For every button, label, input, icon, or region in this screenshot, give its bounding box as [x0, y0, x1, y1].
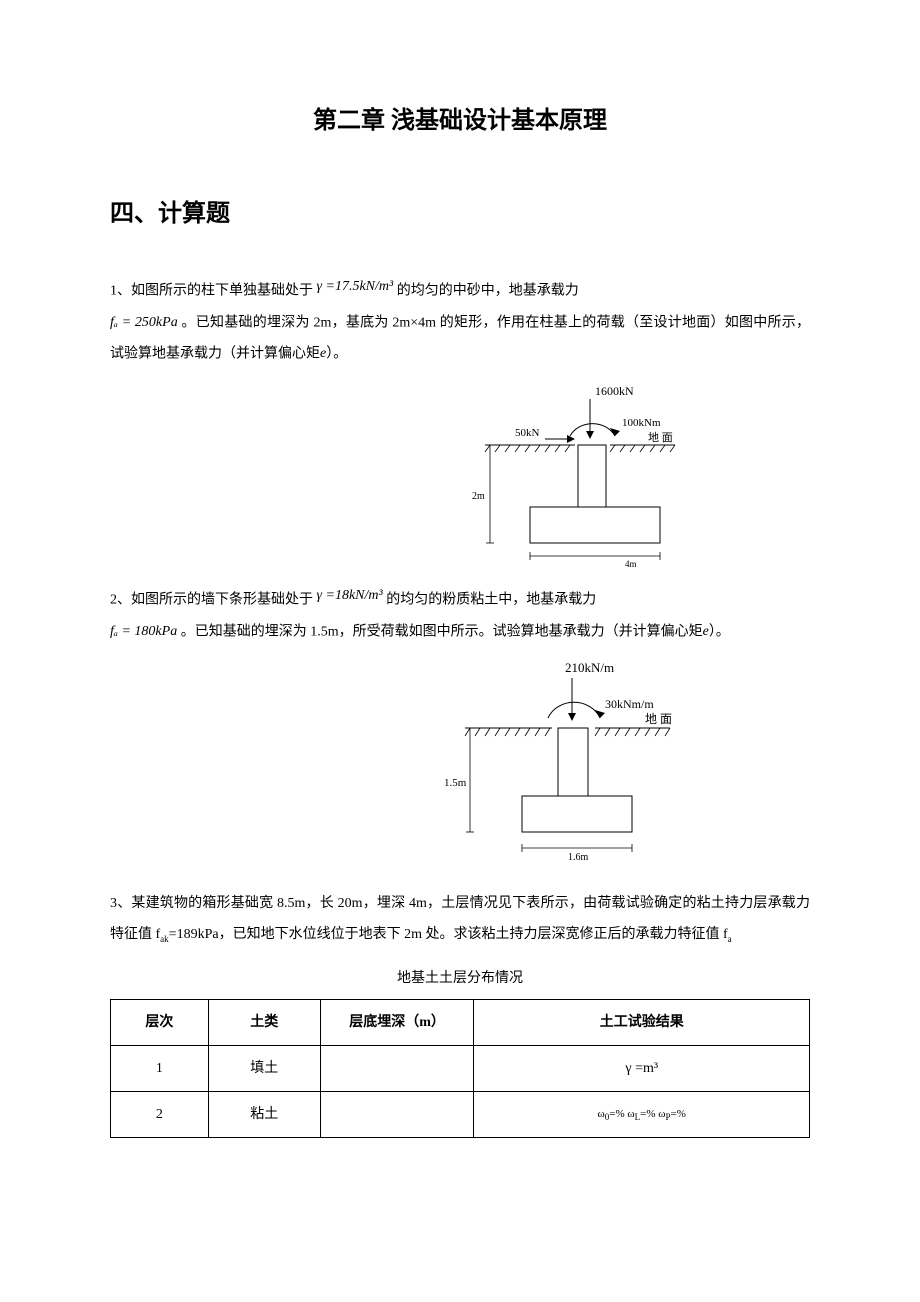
d1-moment-label: 100kNm [622, 417, 661, 429]
p1-gamma: γ =17.5kN/m³ [317, 279, 394, 294]
p3-sub2: a [728, 934, 732, 944]
diagram-1: 1600kN 100kNm 50kN 地 面 2m 4m [110, 381, 810, 582]
th-result: 土工试验结果 [474, 999, 810, 1045]
d1-width-label: 4m [625, 559, 637, 569]
chapter-title: 第二章 浅基础设计基本原理 [110, 100, 810, 143]
p2-suffix: ）。 [709, 624, 730, 639]
table-row: 2 粘土 ω0=% ωL=% ωP=% [111, 1092, 810, 1138]
d1-load-v-label: 1600kN [595, 384, 634, 398]
d2-moment-label: 30kNm/m [605, 697, 654, 711]
d2-depth-label: 1.5m [444, 777, 467, 789]
section-title: 四、计算题 [110, 193, 810, 236]
cell-depth [320, 1092, 474, 1138]
problem-3: 3、某建筑物的箱形基础宽 8.5m，长 20m，埋深 4m，土层情况见下表所示，… [110, 889, 810, 951]
soil-table: 层次 土类 层底埋深（m） 土工试验结果 1 填土 γ =m³ 2 粘土 ω0=… [110, 999, 810, 1139]
table-header-row: 层次 土类 层底埋深（m） 土工试验结果 [111, 999, 810, 1045]
d2-ground-label: 地 面 [645, 712, 672, 726]
p1-mid1: 的均匀的中砂中，地基承载力 [397, 284, 579, 299]
cell-soil: 填土 [208, 1046, 320, 1092]
p2-prefix: 2、如图所示的墙下条形基础处于 [110, 593, 313, 608]
diagram-2: 210kN/m 30kNm/m 地 面 1.5m 1.6m [110, 658, 810, 879]
cell-soil: 粘土 [208, 1092, 320, 1138]
d1-ground-label: 地 面 [648, 431, 673, 444]
p1-suffix: ）。 [326, 347, 347, 362]
problem-1: 1、如图所示的柱下单独基础处于 γ =17.5kN/m³ 的均匀的中砂中，地基承… [110, 276, 810, 370]
d2-width-label: 1.6m [568, 852, 589, 863]
cell-result: ω0=% ωL=% ωP=% [474, 1092, 810, 1138]
cell-depth [320, 1046, 474, 1092]
p2-mid2: 。已知基础的埋深为 1.5m，所受荷载如图中所示。试验算地基承载力（并计算偏心矩 [181, 624, 703, 639]
p1-prefix: 1、如图所示的柱下单独基础处于 [110, 284, 313, 299]
th-layer: 层次 [111, 999, 209, 1045]
problem-2: 2、如图所示的墙下条形基础处于 γ =18kN/m³ 的均匀的粉质粘土中，地基承… [110, 585, 810, 648]
cell-num: 1 [111, 1046, 209, 1092]
th-depth: 层底埋深（m） [320, 999, 474, 1045]
d1-load-h-label: 50kN [515, 427, 540, 439]
p3-t2: =189kPa，已知地下水位线位于地表下 2m 处。求该粘土持力层深宽修正后的承… [169, 927, 728, 942]
p1-fa: fₐ = 250kPa [110, 315, 178, 330]
p2-gamma: γ =18kN/m³ [317, 588, 383, 603]
th-soil: 土类 [208, 999, 320, 1045]
d2-load-v-label: 210kN/m [565, 660, 614, 675]
p2-mid1: 的均匀的粉质粘土中，地基承载力 [386, 593, 596, 608]
table-caption: 地基土土层分布情况 [110, 966, 810, 991]
p2-fa: fₐ = 180kPa [110, 624, 177, 639]
cell-num: 2 [111, 1092, 209, 1138]
table-row: 1 填土 γ =m³ [111, 1046, 810, 1092]
cell-result: γ =m³ [474, 1046, 810, 1092]
p3-sub1: ak [160, 934, 169, 944]
p1-mid2: 。已知基础的埋深为 2m，基底为 2m×4m 的矩形，作用在柱基上的荷载（至设计… [110, 315, 810, 361]
d1-depth-label: 2m [472, 491, 485, 502]
